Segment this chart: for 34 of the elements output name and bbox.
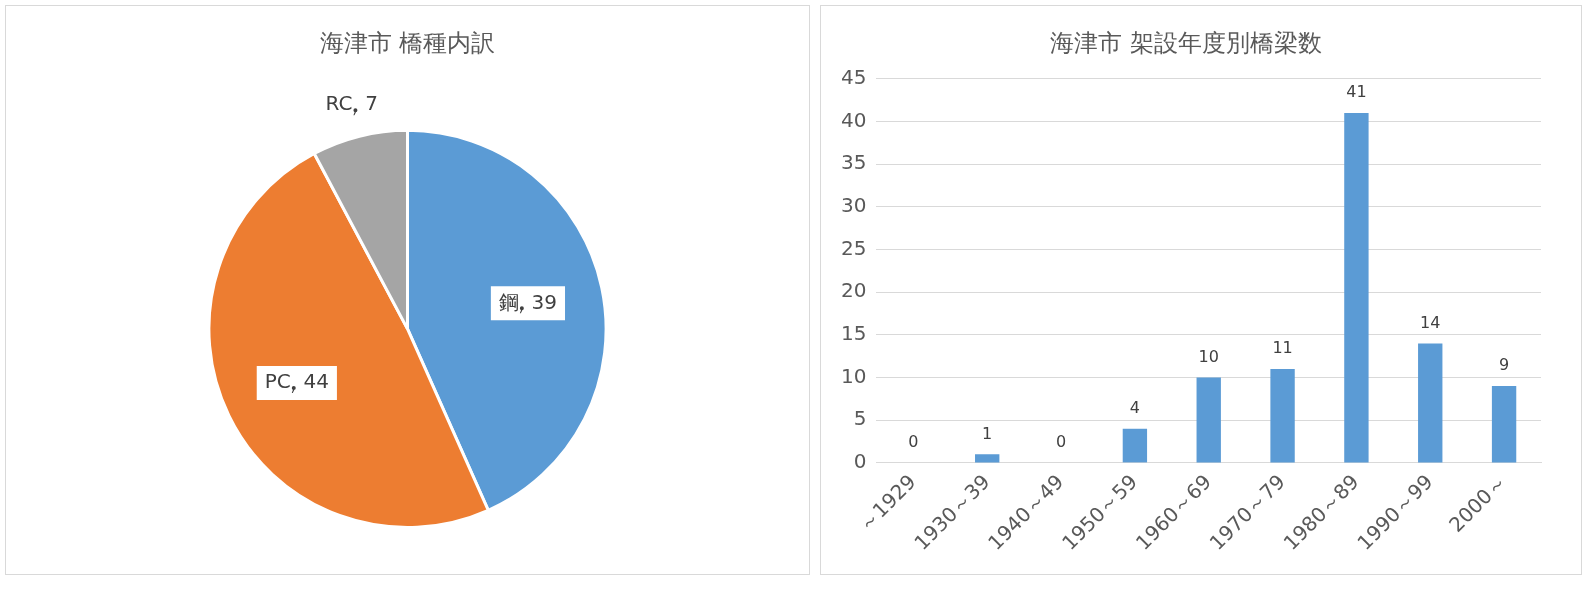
slice-label: RC bbox=[325, 91, 353, 116]
bar bbox=[1196, 377, 1221, 463]
y-tick-label: 15 bbox=[841, 321, 867, 346]
bar bbox=[1122, 428, 1148, 463]
data-label: 44 bbox=[303, 369, 329, 394]
data-label: 0 bbox=[908, 432, 919, 452]
y-tick-label: 30 bbox=[841, 193, 867, 218]
slice-label: PC bbox=[264, 369, 291, 394]
data-label: 9 bbox=[1498, 355, 1510, 375]
data-label: 4 bbox=[1129, 397, 1140, 417]
y-tick-label: 35 bbox=[841, 150, 867, 175]
chart-title: 海津市 架設年度別橋梁数 bbox=[1050, 28, 1322, 57]
bar bbox=[1491, 386, 1517, 463]
data-label: 7 bbox=[365, 91, 378, 116]
data-label: 41 bbox=[1346, 82, 1367, 102]
y-tick-label: 20 bbox=[841, 278, 867, 303]
data-label: 14 bbox=[1420, 312, 1441, 332]
data-label: 1 bbox=[982, 423, 993, 443]
slice-label: 鋼 bbox=[498, 289, 519, 314]
y-tick-label: 45 bbox=[841, 65, 867, 89]
y-tick-label: 0 bbox=[853, 449, 867, 474]
data-label: 0 bbox=[1055, 432, 1067, 452]
y-tick-label: 5 bbox=[853, 406, 867, 431]
bar bbox=[1344, 112, 1369, 463]
bar bbox=[1270, 369, 1295, 463]
data-label: 39 bbox=[531, 289, 558, 314]
bar bbox=[1418, 343, 1443, 463]
y-tick-label: 40 bbox=[841, 107, 867, 132]
y-tick-label: 10 bbox=[841, 363, 867, 388]
chart-title: 海津市 橋種内訳 bbox=[319, 28, 496, 57]
y-tick-label: 25 bbox=[841, 235, 867, 260]
bar bbox=[975, 454, 1000, 463]
data-label: 11 bbox=[1272, 338, 1293, 358]
data-label: 10 bbox=[1198, 346, 1219, 366]
